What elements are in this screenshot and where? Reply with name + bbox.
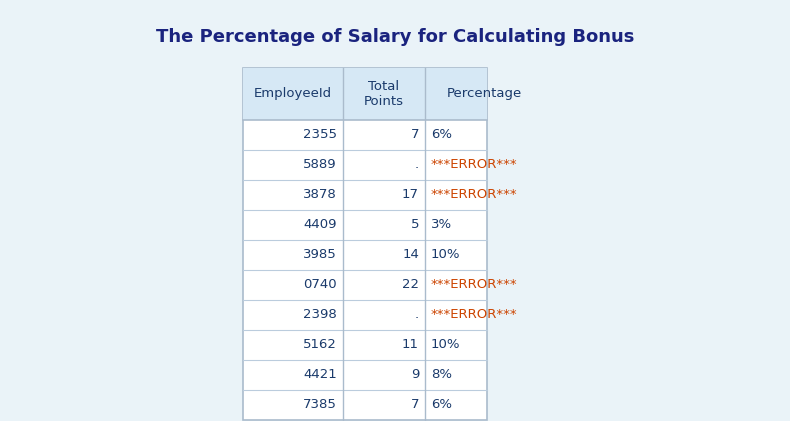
Text: 9: 9 [411, 368, 419, 381]
Text: .: . [415, 309, 419, 322]
Text: 14: 14 [402, 248, 419, 261]
Text: 3878: 3878 [303, 189, 337, 202]
Text: 0740: 0740 [303, 279, 337, 291]
Text: 5: 5 [411, 218, 419, 232]
Bar [243, 68, 487, 420]
Text: ***ERROR***: ***ERROR*** [431, 309, 517, 322]
Text: The Percentage of Salary for Calculating Bonus: The Percentage of Salary for Calculating… [156, 28, 634, 46]
Text: ***ERROR***: ***ERROR*** [431, 189, 517, 202]
Text: EmployeeId: EmployeeId [254, 88, 332, 101]
Text: ***ERROR***: ***ERROR*** [431, 158, 517, 171]
Text: Percentage: Percentage [447, 88, 522, 101]
Text: 3985: 3985 [303, 248, 337, 261]
Text: Total
Points: Total Points [364, 80, 404, 108]
Text: 8%: 8% [431, 368, 452, 381]
Text: 11: 11 [402, 338, 419, 352]
Text: 2398: 2398 [303, 309, 337, 322]
Text: 6%: 6% [431, 128, 452, 141]
Text: ***ERROR***: ***ERROR*** [431, 279, 517, 291]
Text: 4409: 4409 [303, 218, 337, 232]
Text: 10%: 10% [431, 248, 461, 261]
Text: 6%: 6% [431, 399, 452, 411]
Text: 7: 7 [411, 399, 419, 411]
Text: 5162: 5162 [303, 338, 337, 352]
Text: 7385: 7385 [303, 399, 337, 411]
Bar [243, 68, 487, 120]
Text: 22: 22 [402, 279, 419, 291]
Text: 4421: 4421 [303, 368, 337, 381]
Text: 17: 17 [402, 189, 419, 202]
Text: 2355: 2355 [303, 128, 337, 141]
Text: 10%: 10% [431, 338, 461, 352]
Text: 5889: 5889 [303, 158, 337, 171]
Text: .: . [415, 158, 419, 171]
Text: 7: 7 [411, 128, 419, 141]
Text: 3%: 3% [431, 218, 452, 232]
